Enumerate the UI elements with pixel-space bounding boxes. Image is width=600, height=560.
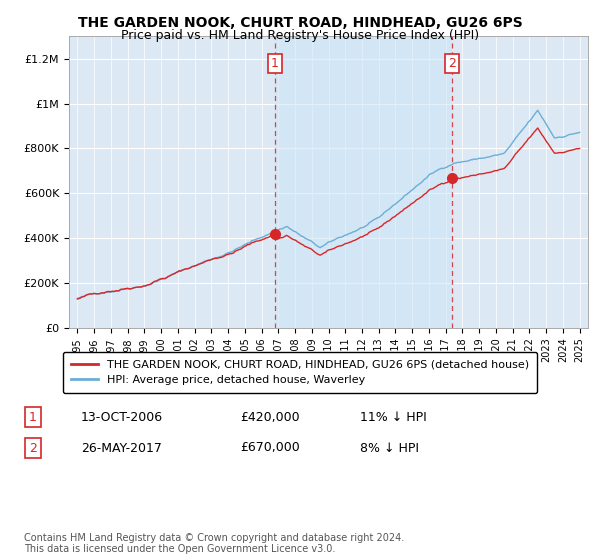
Text: 2: 2 [448, 57, 456, 70]
Legend: THE GARDEN NOOK, CHURT ROAD, HINDHEAD, GU26 6PS (detached house), HPI: Average p: THE GARDEN NOOK, CHURT ROAD, HINDHEAD, G… [63, 352, 537, 393]
Text: 13-OCT-2006: 13-OCT-2006 [81, 410, 163, 424]
Text: Price paid vs. HM Land Registry's House Price Index (HPI): Price paid vs. HM Land Registry's House … [121, 29, 479, 42]
Text: 11% ↓ HPI: 11% ↓ HPI [360, 410, 427, 424]
Text: 8% ↓ HPI: 8% ↓ HPI [360, 441, 419, 455]
Bar [275, 36, 452, 328]
Text: 1: 1 [271, 57, 278, 70]
Text: Contains HM Land Registry data © Crown copyright and database right 2024.
This d: Contains HM Land Registry data © Crown c… [24, 533, 404, 554]
Text: £670,000: £670,000 [240, 441, 300, 455]
Text: 26-MAY-2017: 26-MAY-2017 [81, 441, 162, 455]
Text: £420,000: £420,000 [240, 410, 299, 424]
Text: 1: 1 [29, 410, 37, 424]
Text: 2: 2 [29, 441, 37, 455]
Text: THE GARDEN NOOK, CHURT ROAD, HINDHEAD, GU26 6PS: THE GARDEN NOOK, CHURT ROAD, HINDHEAD, G… [77, 16, 523, 30]
